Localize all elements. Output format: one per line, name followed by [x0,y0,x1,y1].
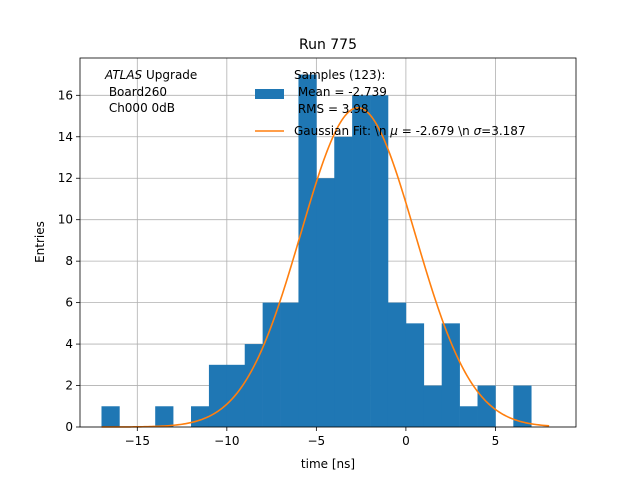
histogram-bars [101,74,532,428]
legend-swatch-histogram [255,89,284,99]
gaussian-fit [101,106,550,428]
histogram-bar [316,178,335,427]
atlas-annotation: ATLAS Upgrade Board260 Ch000 0dB [104,68,197,115]
histogram-bar [191,406,210,427]
legend-fit-part: Gaussian Fit: \n [294,124,390,138]
legend-label-fit: Gaussian Fit: \n μ = -2.679 \n σ=3.187 [294,124,526,138]
histogram-bar [155,406,174,427]
histogram-bar [262,302,281,427]
y-tick-label: 8 [65,254,73,268]
legend-histogram-line: Samples (123): [294,68,385,82]
histogram-bar [477,385,496,427]
chart-title: Run 775 [299,37,357,53]
histogram-bar [244,344,263,427]
y-tick-label: 10 [58,213,73,227]
histogram-bar [423,385,443,427]
histogram-bar [513,385,532,427]
y-tick-label: 4 [65,337,73,351]
annotation-line-2: Board260 [105,85,167,99]
annotation-line-3: Ch000 0dB [105,101,175,115]
legend-fit-part: = -2.679 \n [398,124,474,138]
annotation-atlas-italic: ATLAS [104,68,143,82]
y-axis-label: Entries [33,221,47,263]
x-tick-label: −10 [214,434,239,448]
y-tick-label: 0 [65,420,73,434]
legend-label-histogram: Samples (123): Mean = -2.739 RMS = 3.98 [294,68,387,116]
histogram-bar [101,406,120,427]
legend: Samples (123): Mean = -2.739 RMS = 3.98 … [255,68,526,138]
y-tick-label: 16 [58,88,73,102]
legend-fit-part: μ [389,124,398,138]
x-axis-label: time [ns] [301,457,355,471]
histogram-bar [405,323,425,427]
axis-ticks: −15 −10 −5 0 5 0 2 4 6 8 10 12 14 16 [58,88,500,448]
histogram-bar [334,136,353,428]
annotation-upgrade: Upgrade [142,68,197,82]
y-tick-label: 6 [65,296,73,310]
histogram-bar [459,406,478,427]
histogram-bar [298,74,317,428]
y-tick-label: 2 [65,379,73,393]
histogram-bar [370,95,389,427]
histogram-bar [387,302,407,427]
legend-fit-part: σ [474,124,482,138]
plot-area-frame [79,57,577,428]
histogram-bar [280,302,299,427]
legend-histogram-line: RMS = 3.98 [294,102,369,116]
annotation-line-1: ATLAS Upgrade [104,68,197,82]
histogram-bar [226,364,246,427]
histogram-bar [352,95,371,427]
x-tick-label: 0 [402,434,410,448]
histogram-bar [208,364,228,427]
x-tick-label: −15 [125,434,150,448]
legend-histogram-line: Mean = -2.739 [294,85,387,99]
x-tick-label: 5 [492,434,500,448]
y-tick-label: 12 [58,171,73,185]
gaussian-fit-curve [101,106,550,428]
x-tick-label: −5 [308,434,326,448]
y-tick-label: 14 [58,130,73,144]
legend-fit-part: =3.187 [481,124,525,138]
histogram-bar [441,323,460,427]
